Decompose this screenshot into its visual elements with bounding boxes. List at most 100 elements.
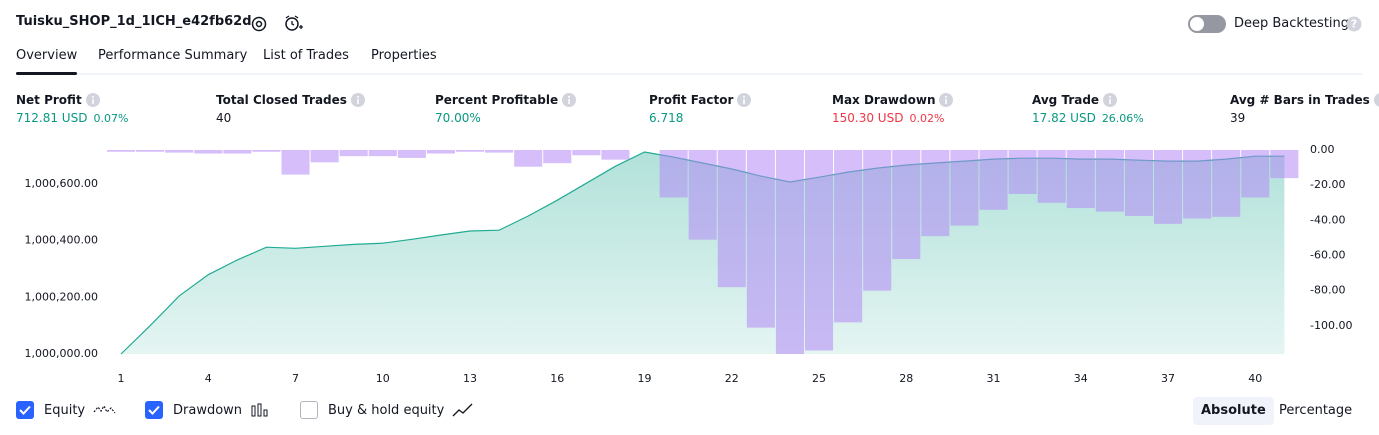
series-toggle-label: Buy & hold equity bbox=[328, 402, 445, 418]
metric-label: Profit Factor bbox=[649, 93, 734, 107]
series-toggle[interactable]: Buy & hold equity bbox=[300, 401, 476, 419]
drawdown-bar bbox=[775, 150, 804, 354]
drawdown-bar bbox=[1124, 150, 1153, 216]
x-tick-label: 37 bbox=[1161, 372, 1175, 385]
x-tick-label: 22 bbox=[725, 372, 739, 385]
drawdown-bar bbox=[107, 150, 136, 152]
drawdown-bar bbox=[979, 150, 1008, 210]
metric-percent: 0.07% bbox=[93, 112, 129, 125]
metric-value: 17.82 USD bbox=[1032, 111, 1096, 125]
drawdown-bar bbox=[572, 150, 601, 156]
settings-icon[interactable] bbox=[249, 14, 269, 34]
metric-label: Net Profit bbox=[16, 93, 82, 107]
y-tick-label: 1,000,000.00 bbox=[25, 347, 98, 360]
checkbox[interactable] bbox=[300, 401, 318, 419]
metric-value-row: 17.82 USD 26.06% bbox=[1032, 111, 1144, 125]
series-icon bbox=[93, 404, 116, 414]
metric-value-row: 712.81 USD 0.07% bbox=[16, 111, 128, 125]
y2-tick-label: -20.00 bbox=[1310, 178, 1345, 191]
info-icon[interactable] bbox=[562, 93, 577, 107]
metric-value-row: 6.718 bbox=[649, 111, 751, 125]
metric-value: 70.00% bbox=[435, 111, 481, 125]
drawdown-bar bbox=[397, 150, 426, 158]
tab[interactable]: List of Trades bbox=[263, 48, 349, 63]
drawdown-bar bbox=[1037, 150, 1066, 203]
tab-divider bbox=[16, 73, 1362, 75]
drawdown-bar bbox=[863, 150, 892, 291]
check-mark bbox=[19, 405, 31, 415]
drawdown-bar bbox=[804, 150, 834, 351]
drawdown-bar bbox=[368, 150, 397, 157]
y-tick-label: 1,000,600.00 bbox=[25, 177, 98, 190]
metric: Net Profit 712.81 USD 0.07% bbox=[16, 93, 128, 125]
metric-label: Percent Profitable bbox=[435, 93, 559, 107]
drawdown-bar bbox=[601, 150, 630, 160]
metric: Avg # Bars in Trades 39 bbox=[1230, 93, 1379, 125]
x-tick-label: 4 bbox=[205, 372, 212, 385]
info-icon[interactable] bbox=[350, 93, 365, 107]
checkbox-checked[interactable] bbox=[16, 401, 34, 419]
help-icon[interactable]: ? bbox=[1346, 16, 1362, 32]
metric: Max Drawdown 150.30 USD 0.02% bbox=[832, 93, 954, 125]
drawdown-bar bbox=[1008, 150, 1037, 194]
active-tab-underline bbox=[16, 72, 77, 75]
metric-label: Avg Trade bbox=[1032, 93, 1100, 107]
equity-chart: 1,000,000.00 1,000,200.00 1,000,400.00 1,00… bbox=[25, 143, 1353, 385]
mode-button[interactable]: Absolute bbox=[1193, 397, 1274, 425]
metric-value: 712.81 USD bbox=[16, 111, 88, 125]
drawdown-bar bbox=[688, 150, 717, 240]
x-tick-label: 10 bbox=[376, 372, 390, 385]
x-tick-label: 7 bbox=[292, 372, 299, 385]
metric-label-row: Total Closed Trades bbox=[216, 93, 365, 107]
drawdown-bar bbox=[892, 150, 921, 260]
series-toggle-label: Equity bbox=[44, 402, 86, 418]
x-tick-label: 1 bbox=[118, 372, 125, 385]
drawdown-bar bbox=[485, 150, 514, 153]
x-tick-label: 31 bbox=[987, 372, 1001, 385]
alert-icon[interactable] bbox=[283, 13, 303, 33]
drawdown-bar bbox=[165, 150, 194, 153]
info-icon[interactable] bbox=[1373, 93, 1379, 107]
metric-value: 150.30 USD bbox=[832, 111, 904, 125]
tab[interactable]: Overview bbox=[16, 48, 78, 63]
x-tick-label: 25 bbox=[812, 372, 826, 385]
drawdown-bar bbox=[543, 150, 572, 164]
drawdown-bar bbox=[746, 150, 775, 328]
checkbox-checked[interactable] bbox=[145, 401, 163, 419]
drawdown-bar bbox=[1241, 150, 1270, 198]
drawdown-bar bbox=[834, 150, 863, 323]
metric-value-row: 70.00% bbox=[435, 111, 576, 125]
drawdown-bar bbox=[717, 150, 746, 288]
metric-value-row: 39 bbox=[1230, 111, 1379, 125]
mode-button[interactable]: Percentage bbox=[1279, 403, 1353, 418]
info-icon[interactable] bbox=[1103, 93, 1118, 107]
metric-label: Max Drawdown bbox=[832, 93, 936, 107]
info-icon[interactable] bbox=[939, 93, 954, 107]
series-toggle[interactable]: Equity bbox=[16, 401, 117, 419]
drawdown-bar bbox=[1066, 150, 1095, 209]
drawdown-bar bbox=[426, 150, 455, 154]
info-icon[interactable] bbox=[737, 93, 752, 107]
metric-label: Total Closed Trades bbox=[216, 93, 347, 107]
tab[interactable]: Properties bbox=[371, 48, 437, 63]
metric-label: Avg # Bars in Trades bbox=[1230, 93, 1370, 107]
drawdown-bar bbox=[136, 150, 165, 152]
x-tick-label: 40 bbox=[1248, 372, 1262, 385]
series-toggle[interactable]: Drawdown bbox=[145, 401, 274, 419]
x-tick-label: 19 bbox=[638, 372, 652, 385]
metric-value-row: 150.30 USD 0.02% bbox=[832, 111, 953, 125]
drawdown-bar bbox=[252, 150, 281, 152]
metric-label-row: Max Drawdown bbox=[832, 93, 954, 107]
y2-tick-label: 0.00 bbox=[1310, 143, 1335, 156]
metric-label-row: Avg Trade bbox=[1032, 93, 1144, 107]
info-icon[interactable] bbox=[85, 93, 100, 107]
drawdown-bar bbox=[1095, 150, 1124, 212]
y2-tick-label: -80.00 bbox=[1310, 284, 1345, 297]
deep-backtesting-toggle[interactable] bbox=[1187, 14, 1227, 34]
metric-value: 40 bbox=[216, 111, 232, 125]
drawdown-bar bbox=[514, 150, 543, 167]
tab[interactable]: Performance Summary bbox=[98, 48, 248, 63]
deep-backtesting-label: Deep Backtesting bbox=[1234, 16, 1350, 31]
metric: Percent Profitable 70.00% bbox=[435, 93, 577, 125]
